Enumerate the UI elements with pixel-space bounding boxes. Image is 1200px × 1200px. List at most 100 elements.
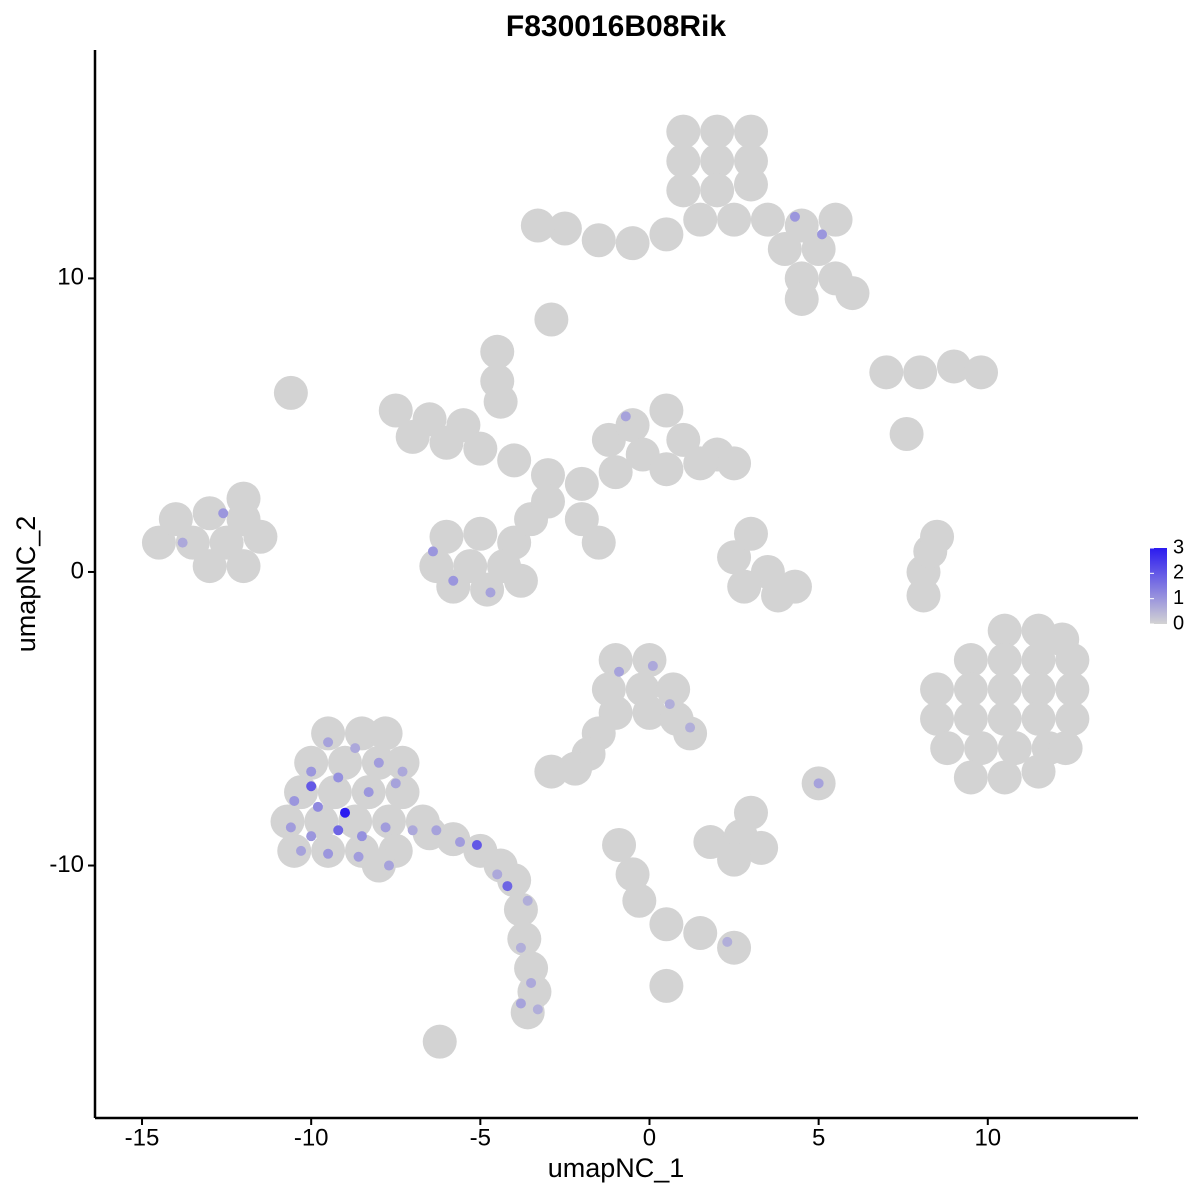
- point: [1055, 701, 1090, 736]
- point: [818, 202, 853, 237]
- point: [903, 355, 938, 390]
- point: [733, 516, 768, 551]
- point: [920, 701, 955, 736]
- point: [395, 419, 430, 454]
- point: [175, 525, 210, 560]
- point: [429, 425, 464, 460]
- point: [733, 795, 768, 830]
- point: [192, 549, 227, 584]
- point: [666, 173, 701, 208]
- point: [1048, 731, 1083, 766]
- point: [483, 384, 518, 419]
- point: [953, 760, 988, 795]
- point: [733, 114, 768, 149]
- point: [700, 143, 735, 178]
- point: [801, 232, 836, 267]
- point: [333, 825, 344, 836]
- point: [455, 837, 466, 848]
- point: [869, 355, 904, 390]
- point: [328, 745, 363, 780]
- point: [632, 695, 667, 730]
- point: [368, 716, 403, 751]
- point: [177, 537, 188, 548]
- point: [953, 643, 988, 678]
- chart-title: F830016B08Rik: [506, 10, 726, 43]
- point: [930, 731, 965, 766]
- point: [547, 211, 582, 246]
- point: [717, 540, 752, 575]
- point: [385, 775, 420, 810]
- point: [192, 496, 227, 531]
- point: [312, 801, 323, 812]
- point: [306, 766, 317, 777]
- point: [158, 502, 193, 537]
- point: [693, 825, 728, 860]
- colorbar: [1150, 548, 1167, 624]
- point: [485, 587, 496, 598]
- point: [717, 842, 752, 877]
- point: [503, 563, 538, 598]
- point: [997, 731, 1032, 766]
- point: [306, 781, 317, 792]
- point: [497, 863, 532, 898]
- point: [294, 745, 329, 780]
- y-axis-label: umapNC_2: [11, 516, 41, 653]
- point: [323, 848, 334, 859]
- point: [502, 881, 513, 892]
- point: [722, 936, 733, 947]
- point: [647, 660, 658, 671]
- point: [683, 202, 718, 237]
- point: [304, 804, 339, 839]
- point: [273, 375, 308, 410]
- point: [141, 525, 176, 560]
- point: [515, 942, 526, 953]
- point: [284, 775, 319, 810]
- point: [429, 519, 464, 554]
- point: [953, 672, 988, 707]
- point: [226, 549, 261, 584]
- point: [964, 731, 999, 766]
- point: [317, 775, 352, 810]
- y-tick-label: 10: [57, 264, 84, 291]
- point: [953, 701, 988, 736]
- point: [602, 827, 637, 862]
- point: [889, 416, 924, 451]
- point: [397, 766, 408, 777]
- point: [700, 114, 735, 149]
- point: [649, 452, 684, 487]
- point: [515, 998, 526, 1009]
- point: [1021, 672, 1056, 707]
- point: [532, 1004, 543, 1015]
- point: [323, 737, 334, 748]
- point: [920, 672, 955, 707]
- point: [906, 578, 941, 613]
- point: [632, 643, 667, 678]
- point: [350, 743, 361, 754]
- point: [390, 778, 401, 789]
- y-tick-label: 0: [71, 557, 84, 584]
- point: [497, 443, 532, 478]
- point: [385, 745, 420, 780]
- point: [666, 143, 701, 178]
- point: [789, 211, 800, 222]
- point: [492, 869, 503, 880]
- point: [987, 701, 1022, 736]
- point: [436, 569, 471, 604]
- point: [371, 804, 406, 839]
- point: [987, 760, 1022, 795]
- point: [373, 757, 384, 768]
- point: [1055, 643, 1090, 678]
- point: [277, 833, 312, 868]
- point: [361, 848, 396, 883]
- point: [534, 302, 569, 337]
- point: [666, 114, 701, 149]
- point: [503, 892, 538, 927]
- point: [614, 666, 625, 677]
- point: [581, 525, 616, 560]
- point: [615, 226, 650, 261]
- point: [673, 716, 708, 751]
- point: [685, 722, 696, 733]
- point: [649, 907, 684, 942]
- point: [530, 458, 565, 493]
- point: [936, 349, 971, 384]
